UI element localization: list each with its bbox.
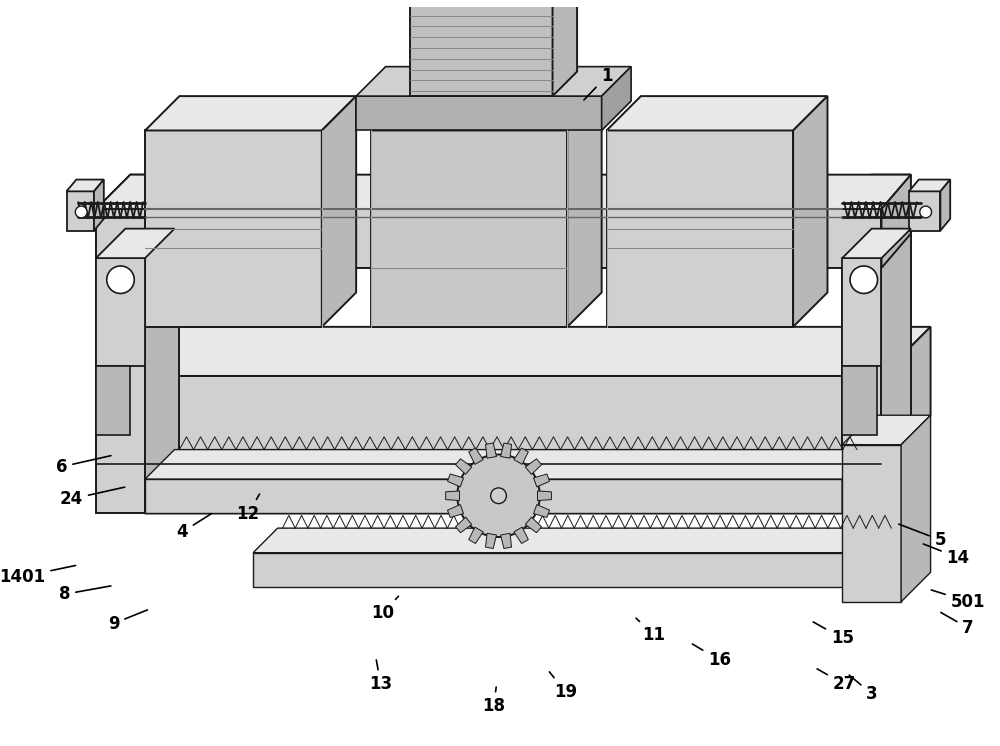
Polygon shape — [145, 209, 179, 513]
Polygon shape — [602, 66, 631, 131]
Polygon shape — [469, 448, 483, 464]
Text: 19: 19 — [549, 672, 577, 700]
Text: 10: 10 — [371, 596, 398, 622]
Text: 6: 6 — [56, 456, 111, 476]
Polygon shape — [538, 491, 551, 501]
Polygon shape — [96, 209, 881, 268]
Polygon shape — [253, 553, 881, 587]
Polygon shape — [901, 416, 931, 602]
Polygon shape — [96, 376, 881, 464]
Polygon shape — [793, 96, 827, 327]
Polygon shape — [322, 96, 356, 327]
Polygon shape — [486, 533, 496, 548]
Polygon shape — [909, 180, 950, 191]
Polygon shape — [456, 517, 472, 533]
Text: 15: 15 — [813, 622, 854, 648]
Polygon shape — [607, 131, 793, 327]
Polygon shape — [446, 491, 460, 501]
Polygon shape — [940, 180, 950, 231]
Polygon shape — [881, 528, 906, 587]
Circle shape — [491, 488, 506, 504]
Polygon shape — [96, 229, 175, 258]
Polygon shape — [67, 180, 104, 191]
Polygon shape — [842, 366, 877, 435]
Polygon shape — [145, 131, 322, 327]
Text: 18: 18 — [482, 687, 505, 715]
Polygon shape — [514, 527, 528, 544]
Polygon shape — [501, 443, 512, 458]
Polygon shape — [356, 66, 631, 96]
Polygon shape — [607, 96, 827, 131]
Text: 13: 13 — [369, 660, 392, 693]
Circle shape — [75, 206, 87, 218]
Polygon shape — [448, 504, 464, 518]
Polygon shape — [567, 96, 602, 327]
Text: 1: 1 — [584, 67, 612, 100]
Text: 24: 24 — [60, 487, 125, 508]
Text: 5: 5 — [899, 524, 946, 549]
Text: 9: 9 — [108, 610, 147, 633]
Polygon shape — [96, 258, 145, 366]
Polygon shape — [842, 229, 911, 258]
Polygon shape — [842, 450, 872, 513]
Text: 501: 501 — [931, 590, 985, 610]
Polygon shape — [145, 96, 356, 131]
Polygon shape — [534, 474, 550, 487]
Polygon shape — [96, 464, 931, 513]
Polygon shape — [410, 0, 553, 96]
Circle shape — [850, 266, 878, 293]
Text: 12: 12 — [237, 494, 260, 523]
Polygon shape — [145, 450, 872, 479]
Text: 27: 27 — [817, 669, 856, 693]
Text: 14: 14 — [923, 544, 970, 567]
Polygon shape — [525, 459, 542, 474]
Polygon shape — [456, 459, 472, 474]
Text: 3: 3 — [849, 675, 877, 703]
Polygon shape — [501, 533, 512, 548]
Text: 11: 11 — [636, 618, 665, 645]
Circle shape — [457, 454, 540, 537]
Text: 1401: 1401 — [0, 565, 76, 586]
Text: 7: 7 — [941, 612, 974, 637]
Circle shape — [107, 266, 134, 293]
Polygon shape — [842, 416, 931, 445]
Polygon shape — [371, 96, 602, 131]
Polygon shape — [96, 366, 130, 435]
Polygon shape — [486, 443, 496, 458]
Text: 8: 8 — [59, 585, 111, 604]
Polygon shape — [94, 180, 104, 231]
Polygon shape — [881, 209, 911, 513]
Polygon shape — [67, 191, 94, 231]
Polygon shape — [356, 96, 602, 131]
Polygon shape — [96, 327, 931, 376]
Polygon shape — [371, 131, 567, 327]
Polygon shape — [514, 448, 528, 464]
Polygon shape — [553, 0, 577, 96]
Polygon shape — [534, 504, 550, 518]
Polygon shape — [881, 175, 911, 268]
Polygon shape — [253, 528, 906, 553]
Polygon shape — [448, 474, 464, 487]
Polygon shape — [96, 175, 911, 209]
Polygon shape — [842, 209, 881, 513]
Text: 16: 16 — [692, 644, 731, 669]
Polygon shape — [842, 175, 911, 209]
Polygon shape — [842, 258, 881, 366]
Polygon shape — [96, 175, 179, 209]
Polygon shape — [842, 445, 901, 602]
Polygon shape — [469, 527, 483, 544]
Polygon shape — [525, 517, 542, 533]
Polygon shape — [96, 209, 145, 513]
Text: 4: 4 — [177, 514, 211, 541]
Polygon shape — [881, 327, 931, 464]
Circle shape — [920, 206, 932, 218]
Polygon shape — [145, 479, 842, 513]
Polygon shape — [909, 191, 940, 231]
